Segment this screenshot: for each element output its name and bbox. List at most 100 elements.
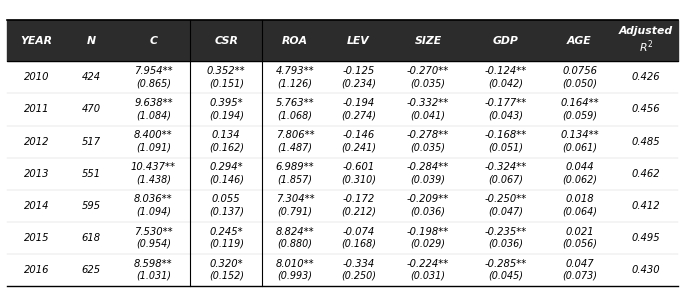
- Text: (0.137): (0.137): [209, 207, 244, 217]
- Text: 0.134**: 0.134**: [560, 130, 599, 140]
- Text: 0.055: 0.055: [212, 194, 240, 204]
- Text: -0.125: -0.125: [342, 66, 375, 76]
- Text: 2014: 2014: [23, 201, 49, 211]
- Text: 0.320*: 0.320*: [210, 259, 243, 269]
- Text: 470: 470: [82, 105, 101, 114]
- Text: LEV: LEV: [347, 36, 370, 46]
- Text: (0.274): (0.274): [341, 110, 376, 120]
- Text: 0.294*: 0.294*: [210, 162, 243, 172]
- Text: 0.412: 0.412: [632, 201, 660, 211]
- Text: 8.400**: 8.400**: [134, 130, 173, 140]
- Text: (1.487): (1.487): [277, 142, 312, 152]
- Text: -0.278**: -0.278**: [407, 130, 449, 140]
- Text: (0.041): (0.041): [410, 110, 445, 120]
- Text: (0.310): (0.310): [341, 175, 376, 185]
- Text: 8.598**: 8.598**: [134, 259, 173, 269]
- Text: 517: 517: [82, 137, 101, 147]
- Text: (0.061): (0.061): [562, 142, 597, 152]
- Text: CSR: CSR: [214, 36, 238, 46]
- Text: (0.047): (0.047): [488, 207, 523, 217]
- Text: (1.031): (1.031): [136, 271, 171, 281]
- Text: (1.126): (1.126): [277, 78, 312, 88]
- Text: (0.073): (0.073): [562, 271, 597, 281]
- Text: -0.146: -0.146: [342, 130, 375, 140]
- Text: -0.177**: -0.177**: [485, 98, 527, 108]
- Text: -0.124**: -0.124**: [485, 66, 527, 76]
- Text: 0.0756: 0.0756: [562, 66, 597, 76]
- Text: -0.284**: -0.284**: [407, 162, 449, 172]
- Text: -0.198**: -0.198**: [407, 227, 449, 237]
- Text: (0.168): (0.168): [341, 239, 376, 249]
- Text: -0.285**: -0.285**: [485, 259, 527, 269]
- Text: 4.793**: 4.793**: [275, 66, 314, 76]
- Text: (0.151): (0.151): [209, 78, 244, 88]
- Text: 2012: 2012: [23, 137, 49, 147]
- Text: 0.352**: 0.352**: [207, 66, 245, 76]
- Text: AGE: AGE: [567, 36, 592, 46]
- Text: (0.035): (0.035): [410, 142, 445, 152]
- Text: YEAR: YEAR: [21, 36, 52, 46]
- Text: 9.638**: 9.638**: [134, 98, 173, 108]
- Text: 6.989**: 6.989**: [275, 162, 314, 172]
- Text: 2010: 2010: [23, 72, 49, 82]
- Text: GDP: GDP: [493, 36, 519, 46]
- Text: 0.021: 0.021: [565, 227, 594, 237]
- Text: (1.438): (1.438): [136, 175, 171, 185]
- Text: 0.047: 0.047: [565, 259, 594, 269]
- Text: (0.036): (0.036): [488, 239, 523, 249]
- Text: 0.044: 0.044: [565, 162, 594, 172]
- Text: (1.084): (1.084): [136, 110, 171, 120]
- Text: (0.791): (0.791): [277, 207, 312, 217]
- Text: 0.395*: 0.395*: [210, 98, 243, 108]
- Text: (0.119): (0.119): [209, 239, 244, 249]
- Text: (0.194): (0.194): [209, 110, 244, 120]
- Text: -0.270**: -0.270**: [407, 66, 449, 76]
- Text: (0.035): (0.035): [410, 78, 445, 88]
- Text: 2015: 2015: [23, 233, 49, 243]
- Text: (0.051): (0.051): [488, 142, 523, 152]
- Text: (1.091): (1.091): [136, 142, 171, 152]
- Text: (0.062): (0.062): [562, 175, 597, 185]
- Text: (0.993): (0.993): [277, 271, 312, 281]
- Text: -0.250**: -0.250**: [485, 194, 527, 204]
- Text: -0.194: -0.194: [342, 98, 375, 108]
- Text: (1.857): (1.857): [277, 175, 312, 185]
- Text: 618: 618: [82, 233, 101, 243]
- Text: 7.954**: 7.954**: [134, 66, 173, 76]
- Text: 0.426: 0.426: [632, 72, 660, 82]
- Text: (0.043): (0.043): [488, 110, 523, 120]
- Text: 0.485: 0.485: [632, 137, 660, 147]
- Text: 7.806**: 7.806**: [275, 130, 314, 140]
- Text: 8.036**: 8.036**: [134, 194, 173, 204]
- Text: SIZE: SIZE: [414, 36, 442, 46]
- Text: -0.601: -0.601: [342, 162, 375, 172]
- Text: (0.152): (0.152): [209, 271, 244, 281]
- Text: (0.050): (0.050): [562, 78, 597, 88]
- Text: 0.245*: 0.245*: [210, 227, 243, 237]
- Text: 0.462: 0.462: [632, 169, 660, 179]
- Text: -0.074: -0.074: [342, 227, 375, 237]
- Text: (0.036): (0.036): [410, 207, 445, 217]
- Text: Adjusted
$R^2$: Adjusted $R^2$: [619, 26, 673, 55]
- Text: (0.250): (0.250): [341, 271, 376, 281]
- Text: 0.456: 0.456: [632, 105, 660, 114]
- Text: -0.168**: -0.168**: [485, 130, 527, 140]
- Text: 0.495: 0.495: [632, 233, 660, 243]
- Text: 5.763**: 5.763**: [275, 98, 314, 108]
- Text: 7.304**: 7.304**: [275, 194, 314, 204]
- Text: -0.209**: -0.209**: [407, 194, 449, 204]
- Text: (0.045): (0.045): [488, 271, 523, 281]
- Text: 0.134: 0.134: [212, 130, 240, 140]
- Text: (0.039): (0.039): [410, 175, 445, 185]
- Text: 2016: 2016: [23, 265, 49, 275]
- Text: (0.880): (0.880): [277, 239, 312, 249]
- Text: C: C: [149, 36, 158, 46]
- Text: (0.059): (0.059): [562, 110, 597, 120]
- Text: 2011: 2011: [23, 105, 49, 114]
- Text: -0.332**: -0.332**: [407, 98, 449, 108]
- Text: N: N: [86, 36, 96, 46]
- Text: (0.865): (0.865): [136, 78, 171, 88]
- Text: 0.164**: 0.164**: [560, 98, 599, 108]
- Text: -0.224**: -0.224**: [407, 259, 449, 269]
- Text: 10.437**: 10.437**: [131, 162, 176, 172]
